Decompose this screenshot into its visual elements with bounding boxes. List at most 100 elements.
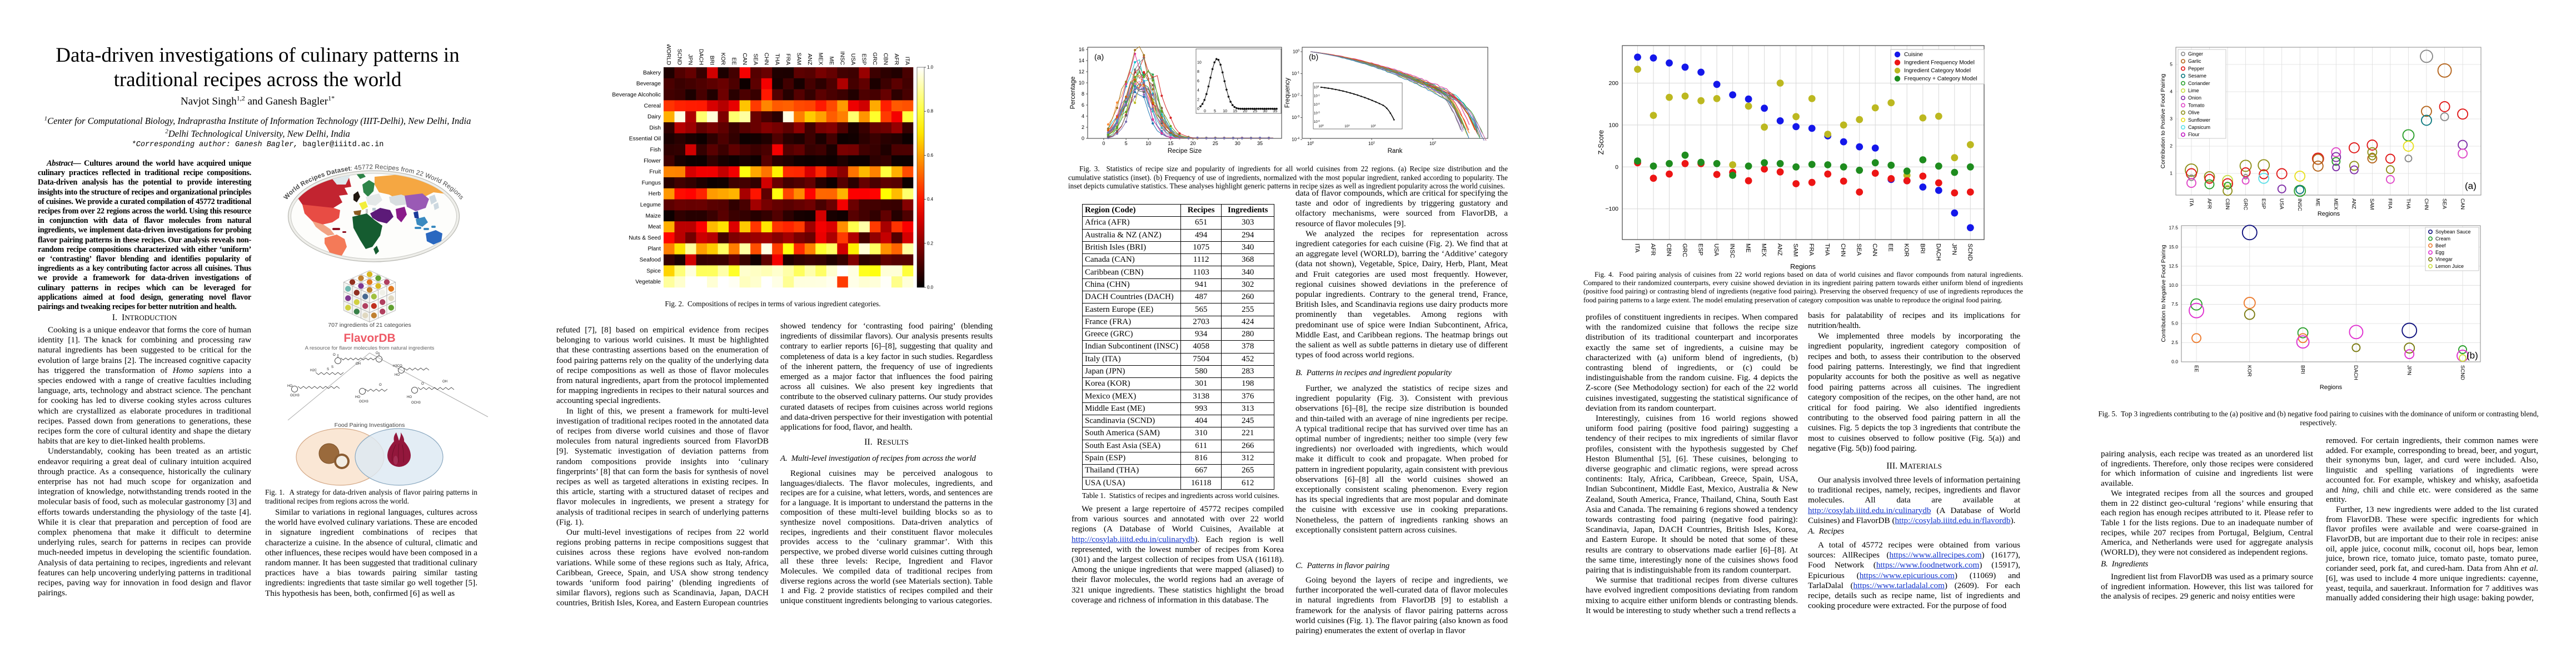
svg-text:Lime: Lime: [2188, 88, 2199, 93]
svg-text:JPN: JPN: [687, 54, 693, 65]
svg-text:GRC: GRC: [1681, 243, 1688, 257]
svg-text:SCND: SCND: [676, 49, 682, 65]
svg-text:20: 20: [1243, 109, 1247, 113]
svg-text:100: 100: [1608, 122, 1618, 128]
svg-text:10-4: 10-4: [1314, 120, 1320, 124]
svg-text:BRI: BRI: [2299, 365, 2305, 374]
svg-text:ESP: ESP: [861, 53, 867, 65]
svg-text:102: 102: [1371, 124, 1376, 128]
svg-text:INSC: INSC: [839, 51, 845, 65]
svg-text:Flower: Flower: [644, 158, 661, 164]
svg-text:10-3: 10-3: [1292, 115, 1299, 120]
svg-text:H3CO: H3CO: [393, 365, 402, 368]
svg-text:Beef: Beef: [2435, 243, 2446, 248]
svg-text:Regions: Regions: [2318, 211, 2340, 217]
svg-text:10: 10: [1145, 141, 1151, 146]
svg-text:ITA: ITA: [2188, 198, 2194, 207]
svg-text:Percentage: Percentage: [1070, 77, 1077, 109]
svg-text:Dairy: Dairy: [647, 114, 661, 120]
svg-text:1: 1: [2170, 171, 2173, 176]
svg-text:ME: ME: [828, 57, 834, 66]
svg-text:Sunflower: Sunflower: [2188, 117, 2210, 123]
svg-text:8: 8: [1082, 91, 1084, 97]
svg-text:10: 10: [1079, 80, 1084, 86]
svg-text:SCND: SCND: [2459, 365, 2465, 380]
svg-text:USA: USA: [1713, 243, 1720, 256]
svg-text:Sesame: Sesame: [2188, 73, 2206, 79]
svg-text:Lemon Juice: Lemon Juice: [2435, 263, 2464, 269]
svg-text:0.6: 0.6: [927, 153, 934, 158]
svg-text:AFR: AFR: [2206, 198, 2212, 209]
svg-text:Cuisine: Cuisine: [1904, 52, 1923, 58]
svg-text:4: 4: [1082, 113, 1084, 119]
svg-text:30: 30: [1235, 141, 1240, 146]
svg-text:Seafood: Seafood: [640, 257, 661, 263]
svg-text:8: 8: [1197, 70, 1199, 74]
svg-text:CHN: CHN: [763, 53, 769, 65]
svg-text:1.0: 1.0: [927, 65, 934, 70]
svg-text:CBN: CBN: [2224, 198, 2230, 210]
svg-text:0.2: 0.2: [927, 241, 934, 246]
svg-text:DACH: DACH: [698, 49, 704, 65]
svg-text:AFR: AFR: [893, 53, 899, 65]
svg-text:15: 15: [1168, 141, 1173, 146]
svg-text:2: 2: [1082, 125, 1084, 130]
svg-text:O: O: [333, 354, 336, 357]
svg-text:BRI: BRI: [1919, 243, 1926, 253]
svg-text:15: 15: [1233, 109, 1237, 113]
svg-text:ANZ: ANZ: [1776, 243, 1783, 256]
svg-text:17.5: 17.5: [2169, 225, 2178, 231]
svg-text:Fungus: Fungus: [642, 180, 661, 186]
svg-text:FRA: FRA: [1808, 243, 1815, 256]
svg-text:USA: USA: [850, 53, 856, 65]
svg-text:Contribution to Positive Food: Contribution to Positive Food Pairing: [2160, 74, 2166, 169]
svg-text:Plant: Plant: [648, 246, 661, 252]
svg-text:SEA: SEA: [1856, 243, 1862, 256]
svg-text:0.4: 0.4: [927, 197, 934, 202]
svg-text:2: 2: [1197, 98, 1199, 102]
svg-text:Cream: Cream: [2435, 236, 2450, 241]
svg-text:Essential Oil: Essential Oil: [629, 136, 661, 142]
svg-text:DACH: DACH: [1935, 243, 1941, 261]
svg-text:OH: OH: [356, 362, 361, 366]
svg-text:Vegetable: Vegetable: [635, 279, 661, 285]
svg-text:200: 200: [1608, 80, 1618, 87]
svg-text:MEX: MEX: [2333, 198, 2339, 210]
svg-text:2.5: 2.5: [2171, 340, 2178, 345]
svg-text:(b): (b): [2467, 350, 2478, 361]
svg-text:HO: HO: [287, 385, 292, 388]
svg-text:INSC: INSC: [1729, 243, 1736, 258]
svg-text:THA: THA: [1824, 243, 1831, 256]
svg-text:Regions: Regions: [2320, 384, 2343, 391]
svg-text:CAN: CAN: [2459, 198, 2465, 210]
svg-text:EE: EE: [2193, 365, 2199, 372]
svg-text:0.8: 0.8: [927, 109, 934, 114]
svg-text:10-4: 10-4: [1292, 137, 1299, 142]
svg-text:A resource for flavor molecule: A resource for flavor molecules from nat…: [305, 345, 435, 351]
svg-text:DACH: DACH: [2353, 365, 2359, 380]
svg-text:Flour: Flour: [2188, 132, 2200, 137]
svg-text:(a): (a): [2465, 181, 2477, 191]
svg-text:35: 35: [1273, 109, 1277, 113]
svg-text:O: O: [421, 382, 424, 386]
svg-text:Ingredient Frequency Model: Ingredient Frequency Model: [1904, 60, 1975, 66]
svg-text:USA: USA: [2279, 198, 2285, 210]
svg-text:12: 12: [1079, 69, 1084, 74]
svg-text:SEA: SEA: [752, 53, 758, 65]
svg-text:Ingredient Category Model: Ingredient Category Model: [1904, 68, 1971, 74]
svg-text:3: 3: [2170, 116, 2173, 122]
svg-text:Meat: Meat: [648, 224, 661, 230]
svg-text:BRI: BRI: [709, 56, 715, 65]
svg-text:16: 16: [1079, 47, 1084, 52]
svg-text:102: 102: [1429, 141, 1436, 146]
svg-text:Frequency + Category Model: Frequency + Category Model: [1904, 76, 1977, 82]
svg-text:ITA: ITA: [1634, 243, 1641, 253]
svg-text:100: 100: [1293, 49, 1299, 54]
svg-text:Bakery: Bakery: [643, 70, 661, 76]
svg-text:O: O: [379, 384, 382, 387]
svg-text:Herb: Herb: [649, 191, 661, 197]
svg-text:6: 6: [1082, 102, 1084, 108]
svg-text:MEX: MEX: [818, 53, 824, 65]
svg-text:Garlic: Garlic: [2188, 58, 2201, 64]
svg-text:OCH3: OCH3: [359, 400, 368, 404]
